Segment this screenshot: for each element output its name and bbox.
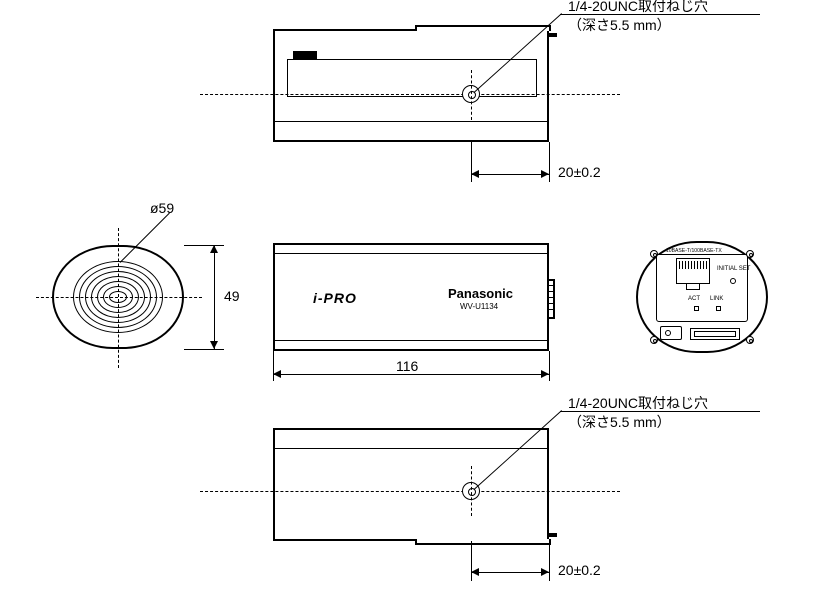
rear-bottom-slot-2-inner bbox=[694, 331, 736, 337]
top-centerline-h bbox=[200, 94, 620, 95]
rear-link-label: LINK bbox=[710, 296, 723, 302]
rear-act-led bbox=[694, 306, 699, 311]
rear-screw-tr bbox=[746, 250, 754, 258]
top-dim-arrow-l bbox=[471, 170, 479, 178]
brand-model: WV-U1134 bbox=[460, 302, 498, 311]
side-len-label: 116 bbox=[396, 358, 418, 374]
front-h-tick-bot bbox=[184, 349, 224, 350]
bottom-dim-tick-right bbox=[549, 541, 550, 581]
bottom-view bbox=[273, 428, 549, 541]
side-top-line bbox=[275, 253, 547, 254]
top-hole-centerline-v bbox=[471, 70, 472, 120]
side-bot-line bbox=[275, 340, 547, 341]
front-h-arrow-u bbox=[210, 245, 218, 253]
top-base-line bbox=[275, 121, 547, 122]
bottom-centerline-h bbox=[200, 491, 620, 492]
top-dim-tick-right bbox=[549, 142, 550, 182]
top-plate bbox=[415, 25, 551, 31]
top-slot-handle bbox=[293, 51, 317, 59]
front-h-label: 49 bbox=[224, 288, 240, 304]
rear-rj45-pins bbox=[679, 261, 707, 269]
side-grill-l3 bbox=[549, 297, 553, 298]
rear-bottom-slot-1 bbox=[660, 326, 682, 340]
top-dim-label: 20±0.2 bbox=[558, 164, 601, 180]
front-centerline-v bbox=[118, 228, 119, 368]
front-h-arrow-d bbox=[210, 341, 218, 349]
bottom-dim-arrow-r bbox=[541, 568, 549, 576]
bottom-hole-label-1: 1/4-20UNC取付ねじ穴 bbox=[568, 393, 708, 413]
side-grill-l5 bbox=[549, 309, 553, 310]
top-dim-line bbox=[471, 174, 549, 175]
top-slot-outline bbox=[287, 59, 537, 97]
top-hole-label-2: （深さ5.5 mm） bbox=[568, 15, 671, 35]
top-connector-stub bbox=[547, 33, 557, 37]
bottom-hole-label-2: （深さ5.5 mm） bbox=[568, 412, 671, 432]
rear-rj45-clip bbox=[686, 284, 700, 290]
rear-link-led bbox=[716, 306, 721, 311]
front-h-tick-top bbox=[184, 245, 224, 246]
front-dia-label: ø59 bbox=[150, 200, 174, 216]
side-grill-l1 bbox=[549, 285, 553, 286]
bottom-top-line bbox=[275, 448, 547, 449]
bottom-connector-stub bbox=[547, 533, 557, 537]
bottom-dim-line bbox=[471, 572, 549, 573]
side-len-tick-r bbox=[549, 351, 550, 381]
bottom-dim-arrow-l bbox=[471, 568, 479, 576]
side-len-arrow-l bbox=[273, 370, 281, 378]
front-h-dimline bbox=[214, 245, 215, 349]
rear-act-label: ACT bbox=[688, 296, 700, 302]
rear-screw-bl bbox=[650, 336, 658, 344]
side-len-arrow-r bbox=[541, 370, 549, 378]
bottom-hole-centerline-v bbox=[471, 466, 472, 516]
front-centerline-h bbox=[36, 297, 202, 298]
brand-ipro: i-PRO bbox=[313, 290, 357, 306]
rear-screw-br bbox=[746, 336, 754, 344]
rear-initial-set-label: INITIAL SET bbox=[717, 266, 750, 272]
side-grill-l4 bbox=[549, 303, 553, 304]
bottom-dim-label: 20±0.2 bbox=[558, 562, 601, 578]
top-dim-arrow-r bbox=[541, 170, 549, 178]
top-hole-label-1: 1/4-20UNC取付ねじ穴 bbox=[568, 0, 708, 16]
rear-screw-tl bbox=[650, 250, 658, 258]
brand-panasonic: Panasonic bbox=[448, 286, 513, 301]
rear-port-label: 10BASE-T/100BASE-TX bbox=[666, 248, 722, 253]
rear-initial-set-hole bbox=[730, 278, 736, 284]
top-view bbox=[273, 29, 549, 142]
side-len-line bbox=[273, 374, 549, 375]
side-grill-l2 bbox=[549, 291, 553, 292]
bottom-plate bbox=[415, 539, 551, 545]
rear-bottom-slot-1-dot bbox=[665, 330, 671, 336]
